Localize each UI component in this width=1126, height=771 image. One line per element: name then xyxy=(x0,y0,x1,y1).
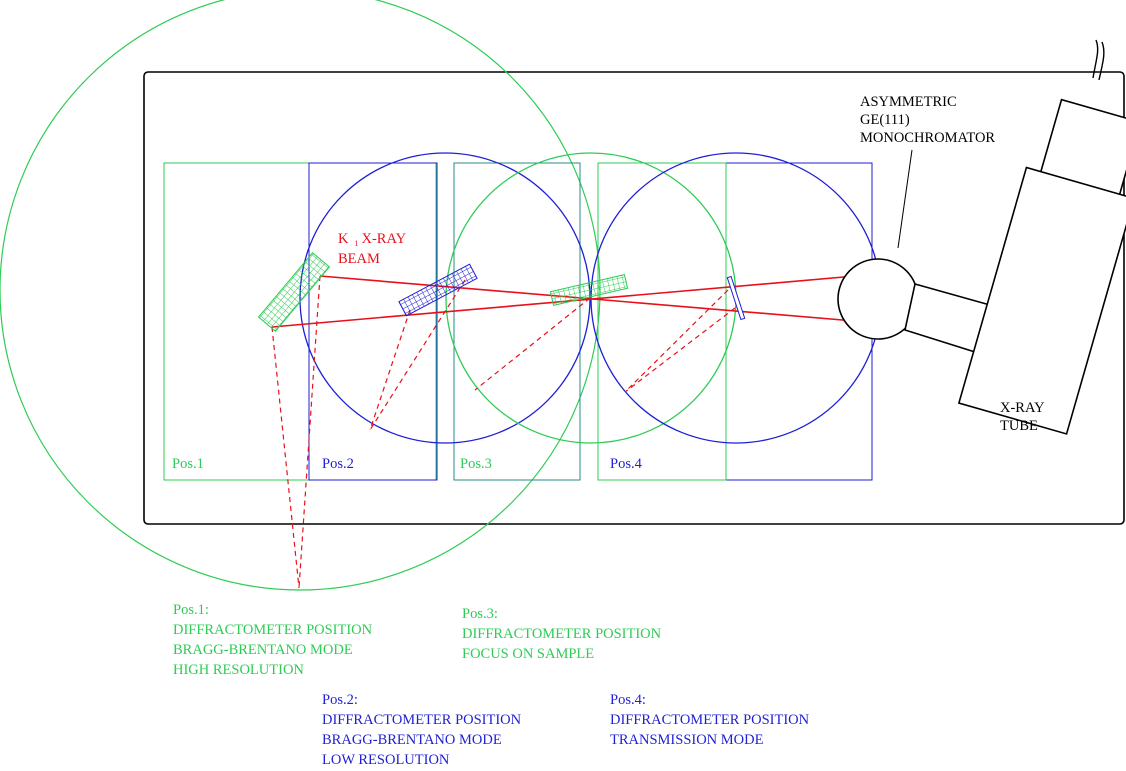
beam-k: K xyxy=(338,231,349,247)
pos4-inner-frame xyxy=(597,162,727,481)
beam-subscript: 1 xyxy=(354,239,358,248)
pos2-label: Pos.2 xyxy=(322,456,354,472)
monochromator-label-line1: ASYMMETRIC xyxy=(860,94,957,110)
table-frame xyxy=(143,71,1125,525)
beam-label-line1: K 1 X-RAY xyxy=(338,231,407,248)
pos2-frame xyxy=(308,162,438,481)
legend-pos3-line1: DIFFRACTOMETER POSITION xyxy=(462,626,662,642)
legend-pos1-line1: DIFFRACTOMETER POSITION xyxy=(173,622,373,638)
legend-pos1-line2: BRAGG-BRENTANO MODE xyxy=(173,642,353,658)
pos3-label: Pos.3 xyxy=(460,456,492,472)
beam-xray: X-RAY xyxy=(361,231,406,247)
pos1-frame xyxy=(163,162,437,481)
pos4-label: Pos.4 xyxy=(610,456,643,472)
monochromator-label-line2: GE(111) xyxy=(860,112,910,128)
monochromator-label: ASYMMETRIC GE(111) MONOCHROMATOR xyxy=(860,94,995,146)
legend-pos4-line1: DIFFRACTOMETER POSITION xyxy=(610,712,810,728)
tube-cable xyxy=(1092,39,1105,81)
monochromator-label-line3: MONOCHROMATOR xyxy=(860,130,995,146)
legend-pos1-title: Pos.1: xyxy=(173,602,209,618)
legend-pos4-line2: TRANSMISSION MODE xyxy=(610,732,764,748)
pos3-sample xyxy=(549,274,629,306)
legend-pos1: Pos.1: DIFFRACTOMETER POSITION BRAGG-BRE… xyxy=(173,602,376,678)
xray-tube-label-line2: TUBE xyxy=(1000,418,1038,434)
legend-pos2-line3: LOW RESOLUTION xyxy=(322,752,450,768)
pos1-sample xyxy=(257,252,331,332)
pos2-sample xyxy=(398,263,478,317)
legend-pos2-line1: DIFFRACTOMETER POSITION xyxy=(322,712,522,728)
legend-pos3: Pos.3: DIFFRACTOMETER POSITION FOCUS ON … xyxy=(462,606,665,662)
diffracted-rays xyxy=(271,275,736,589)
pos2-diffractometer-circle xyxy=(299,152,591,444)
xray-tube-label-line1: X-RAY xyxy=(1000,400,1045,416)
pos4-sample xyxy=(726,275,746,321)
xray-tube-label: X-RAY TUBE xyxy=(1000,400,1048,434)
legend-pos1-line3: HIGH RESOLUTION xyxy=(173,662,304,678)
legend-pos2: Pos.2: DIFFRACTOMETER POSITION BRAGG-BRE… xyxy=(322,692,525,768)
xray-tube xyxy=(957,98,1126,435)
legend-pos4-title: Pos.4: xyxy=(610,692,646,708)
pos4-frame xyxy=(597,162,873,481)
legend-pos2-line2: BRAGG-BRENTANO MODE xyxy=(322,732,502,748)
beam-label-line2: BEAM xyxy=(338,251,380,267)
legend-pos4: Pos.4: DIFFRACTOMETER POSITION TRANSMISS… xyxy=(610,692,813,748)
monochromator-pointer xyxy=(897,149,913,249)
pos3-frame-blue xyxy=(453,162,581,481)
legend-pos3-line2: FOCUS ON SAMPLE xyxy=(462,646,594,662)
legend-pos3-title: Pos.3: xyxy=(462,606,498,622)
pos1-label: Pos.1 xyxy=(172,456,204,472)
legend-pos2-title: Pos.2: xyxy=(322,692,358,708)
